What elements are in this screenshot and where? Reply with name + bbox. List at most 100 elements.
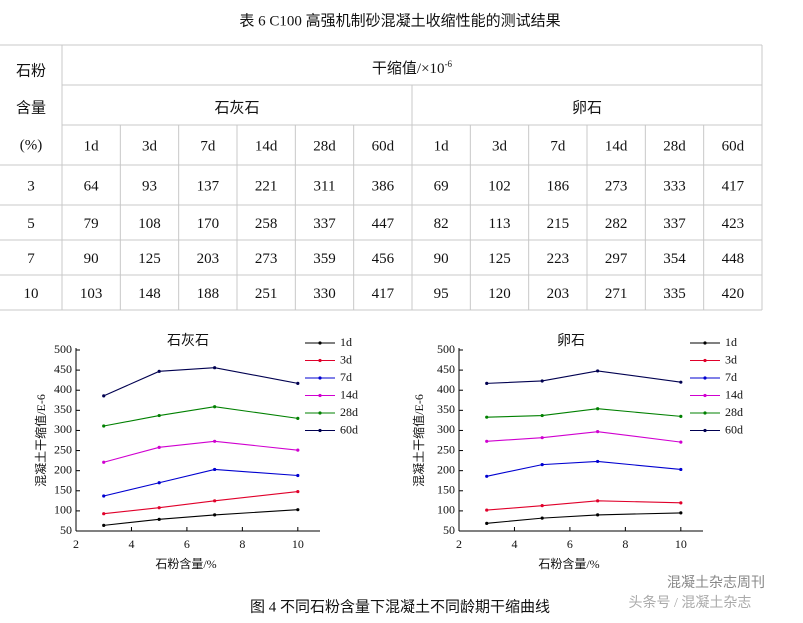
- marker: [157, 413, 161, 418]
- marker: [296, 473, 300, 478]
- table-cell: 359: [313, 251, 336, 267]
- table-cell: 7: [27, 251, 35, 267]
- caption: 图 4 不同石粉含量下混凝土不同龄期干缩曲线: [250, 598, 550, 615]
- marker: [540, 516, 544, 520]
- y-tick-label: 450: [437, 362, 455, 376]
- row-header: 石粉: [16, 62, 46, 79]
- legend-marker: [318, 341, 322, 345]
- row-header: (%): [20, 137, 43, 153]
- legend-marker: [703, 376, 707, 380]
- marker: [102, 424, 106, 428]
- table-cell: 417: [372, 286, 395, 302]
- marker: [596, 499, 600, 503]
- legend-marker: [318, 411, 322, 415]
- y-axis-label: 混凝土干缩值/E-6: [33, 394, 48, 487]
- table-cell: 273: [255, 251, 278, 267]
- x-axis-label: 石粉含量/%: [538, 556, 599, 571]
- legend-label: 60d: [725, 422, 743, 436]
- table-cell: 221: [255, 178, 278, 194]
- age-header: 60d: [372, 138, 395, 154]
- x-tick-label: 4: [128, 537, 134, 551]
- line: [103, 509, 298, 526]
- legend-marker: [703, 341, 707, 345]
- age-header: 60d: [722, 138, 745, 154]
- table-cell: 251: [255, 286, 278, 302]
- line: [486, 431, 681, 443]
- y-tick-label: 50: [60, 523, 72, 537]
- marker: [157, 506, 161, 510]
- marker: [485, 439, 489, 443]
- table-cell: 82: [434, 216, 449, 232]
- table-title: 表 6 C100 高强机制砂混凝土收缩性能的测试结果: [239, 12, 560, 29]
- marker: [213, 513, 217, 517]
- marker: [679, 440, 683, 444]
- table-cell: 311: [314, 178, 336, 194]
- line: [103, 468, 298, 497]
- marker: [485, 474, 489, 478]
- x-tick-label: 2: [73, 537, 79, 551]
- line: [103, 440, 298, 463]
- chart-title: 石灰石: [167, 333, 209, 349]
- marker: [679, 380, 683, 384]
- x-tick-label: 8: [239, 537, 245, 551]
- table-cell: 137: [197, 178, 220, 194]
- table-cell: 420: [722, 286, 745, 302]
- table-cell: 258: [255, 216, 278, 232]
- y-tick-label: 350: [437, 402, 455, 416]
- legend-label: 7d: [725, 370, 737, 384]
- marker: [102, 460, 106, 464]
- line: [103, 491, 298, 515]
- table-cell: 271: [605, 286, 628, 302]
- marker: [157, 445, 161, 449]
- table-cell: 273: [605, 178, 628, 194]
- marker: [213, 467, 217, 472]
- line: [486, 408, 681, 418]
- legend-label: 60d: [340, 422, 358, 436]
- marker: [157, 481, 161, 485]
- x-tick-label: 6: [184, 537, 190, 551]
- y-tick-label: 150: [437, 483, 455, 497]
- age-header: 14d: [605, 138, 628, 154]
- y-tick-label: 400: [437, 382, 455, 396]
- legend-label: 1d: [340, 335, 352, 349]
- watermark: 头条号 / 混凝土杂志: [629, 594, 752, 611]
- age-header: 1d: [84, 138, 100, 154]
- legend-label: 3d: [340, 352, 352, 366]
- marker: [213, 439, 217, 443]
- table-cell: 386: [372, 178, 395, 194]
- table-cell: 354: [663, 251, 686, 267]
- y-tick-label: 400: [54, 382, 72, 396]
- legend-label: 14d: [340, 387, 358, 401]
- marker: [102, 394, 106, 398]
- table-cell: 120: [488, 286, 511, 302]
- y-tick-label: 150: [54, 483, 72, 497]
- legend-label: 3d: [725, 352, 737, 366]
- marker: [157, 517, 161, 521]
- legend-label: 28d: [340, 405, 358, 419]
- table-cell: 282: [605, 216, 628, 232]
- y-tick-label: 100: [54, 503, 72, 517]
- table-cell: 335: [663, 286, 686, 302]
- table-cell: 10: [24, 286, 39, 302]
- marker: [296, 489, 300, 494]
- age-header: 1d: [434, 138, 450, 154]
- marker: [102, 512, 106, 516]
- legend-marker: [703, 393, 707, 398]
- table-cell: 456: [372, 251, 395, 267]
- marker: [485, 508, 489, 512]
- age-header: 14d: [255, 138, 278, 154]
- marker: [679, 511, 683, 515]
- table-cell: 90: [84, 251, 99, 267]
- marker: [296, 381, 300, 385]
- age-header: 7d: [200, 138, 216, 154]
- y-tick-label: 200: [54, 462, 72, 476]
- table-cell: 203: [197, 251, 220, 267]
- x-tick-label: 2: [456, 537, 462, 551]
- table-cell: 215: [547, 216, 570, 232]
- legend-marker: [318, 393, 322, 398]
- y-tick-label: 350: [54, 402, 72, 416]
- table-cell: 330: [313, 286, 336, 302]
- table-cell: 125: [488, 251, 511, 267]
- table-cell: 447: [372, 216, 395, 232]
